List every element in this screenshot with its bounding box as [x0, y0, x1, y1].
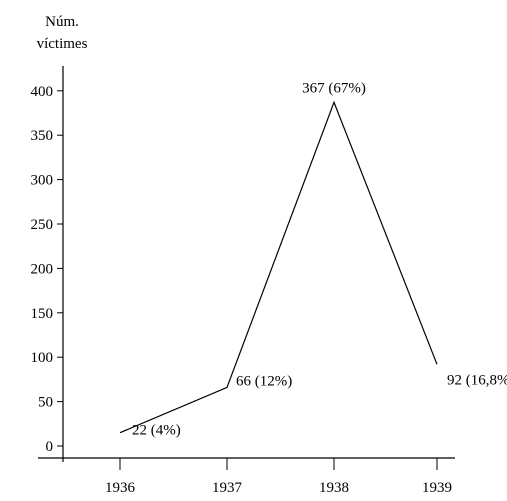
y-tick-label: 0: [46, 439, 54, 455]
y-tick-label: 50: [38, 395, 53, 411]
ticks: 0 50 100 150 200 250 300 350 400 1936 1937 1938 1939: [31, 84, 453, 496]
y-axis-title-line-2: víctimes: [37, 36, 88, 52]
data-label: 92 (16,8%): [447, 372, 507, 388]
axes: [38, 66, 455, 462]
y-tick-label: 350: [31, 128, 54, 144]
x-tick-label: 1936: [105, 480, 136, 496]
y-tick-label: 300: [31, 173, 54, 189]
y-tick-label: 150: [31, 306, 54, 322]
y-tick-label: 100: [31, 350, 54, 366]
x-tick-label: 1937: [212, 480, 243, 496]
y-tick-label: 200: [31, 261, 54, 277]
series-line: [119, 100, 438, 434]
y-tick-label: 400: [31, 84, 54, 100]
data-label: 66 (12%): [236, 373, 292, 389]
y-tick-label: 250: [31, 217, 54, 233]
series: [119, 100, 438, 434]
data-labels: 22 (4%) 66 (12%) 367 (67%) 92 (16,8%): [132, 80, 507, 438]
data-label: 22 (4%): [132, 423, 181, 439]
data-label: 367 (67%): [302, 80, 366, 96]
x-tick-label: 1938: [319, 480, 349, 496]
x-tick-label: 1939: [422, 480, 452, 496]
y-axis-title-line-1: Núm.: [45, 14, 79, 30]
